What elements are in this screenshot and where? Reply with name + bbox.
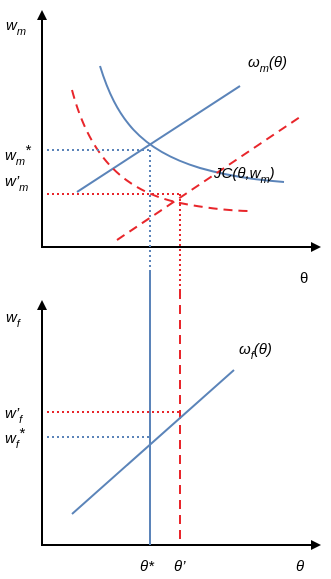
top-wage-curve <box>76 85 241 193</box>
bottom-tick-wf-star: wf* <box>5 425 26 451</box>
top-wage-curve-label: ωm(θ) <box>248 54 287 75</box>
bottom-wage-curve <box>71 369 235 515</box>
top-jc-curve <box>99 65 285 183</box>
bottom-x-axis-label: θ <box>296 558 304 575</box>
top-jc-curve-shifted <box>71 89 253 212</box>
bottom-tick-wf-prime: w’f <box>5 405 23 426</box>
top-x-axis-label: θ <box>300 270 308 287</box>
top-y-axis-label: wm <box>6 17 26 38</box>
top-wage-curve-shifted <box>116 114 304 241</box>
top-tick-wm-prime: w’m <box>5 173 28 194</box>
bottom-y-axis-label: wf <box>6 309 21 330</box>
bottom-x-tick-theta-prime: θ’ <box>174 558 186 575</box>
top-tick-wm-star: wm* <box>5 142 32 168</box>
bottom-x-tick-theta-star: θ* <box>140 558 155 575</box>
bottom-panel: wf θ ωf(θ) w’f wf* θ* θ’ <box>5 270 321 575</box>
top-jc-curve-label: JC(θ,wm) <box>213 165 275 186</box>
bottom-wage-curve-label: ωf(θ) <box>239 341 272 362</box>
top-panel: wm θ ωm(θ) JC(θ,wm) wm* w’m <box>5 10 321 287</box>
